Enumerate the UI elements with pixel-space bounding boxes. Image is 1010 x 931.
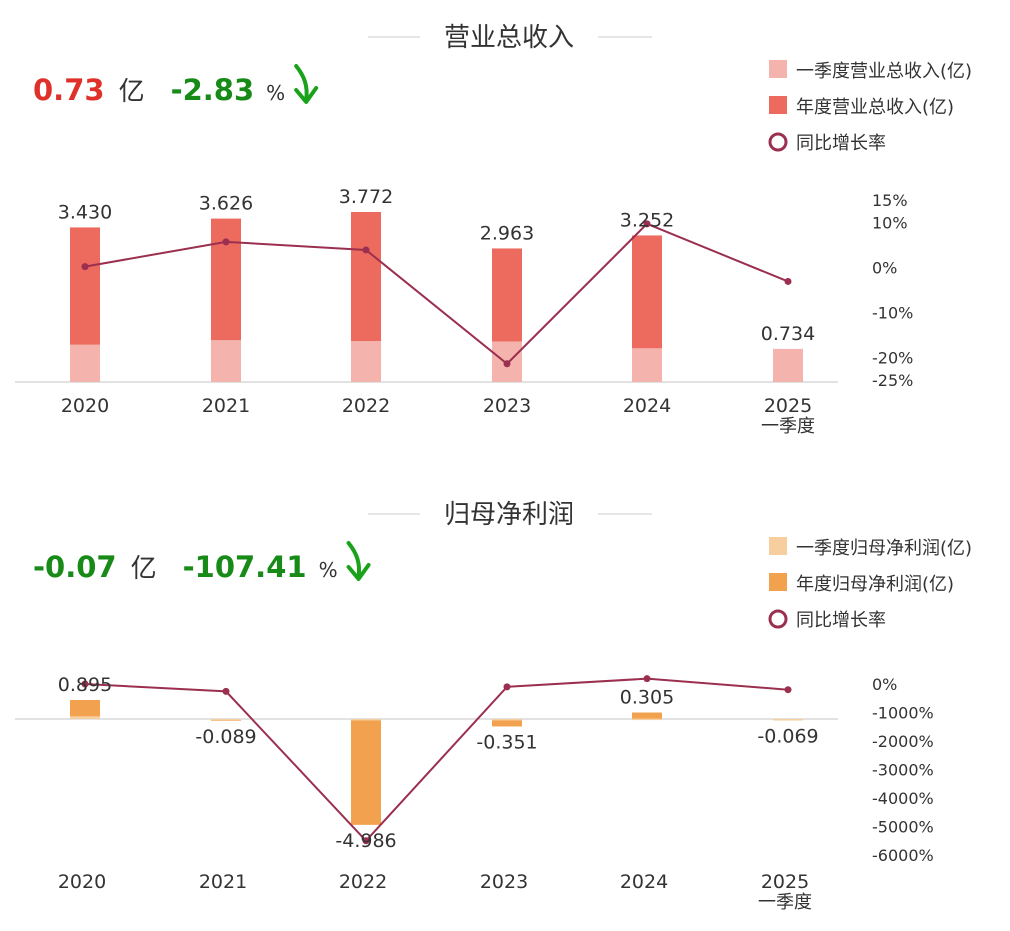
- bar-value-label: 0.305: [620, 687, 674, 709]
- growth-rate-point: [503, 683, 511, 691]
- x-axis-category-label: 2024: [623, 395, 671, 417]
- legend-line-marker: [768, 132, 788, 152]
- right-axis-tick-label: 15%: [872, 191, 908, 210]
- growth-rate-point: [503, 360, 511, 368]
- legend-label: 一季度归母净利润(亿): [796, 538, 972, 559]
- quarter-bar: [632, 718, 662, 721]
- bar-value-label: 3.772: [339, 186, 393, 208]
- growth-rate-point: [643, 675, 651, 683]
- bar-value-label: 0.734: [761, 323, 815, 345]
- growth-rate-point: [81, 680, 89, 688]
- right-axis-tick-label: -6000%: [872, 846, 934, 865]
- headline-value: -0.07: [33, 550, 117, 584]
- down-arrow-icon: [346, 541, 362, 579]
- bar-value-label: -0.351: [476, 731, 537, 753]
- x-axis-category-label: 2022: [339, 871, 387, 893]
- annual-bar: [351, 719, 381, 825]
- x-axis-category-label: 2021: [202, 395, 250, 417]
- legend-label: 年度营业总收入(亿): [796, 97, 954, 118]
- x-axis-category-label: 2022: [342, 395, 390, 417]
- quarter-bar: [632, 348, 662, 382]
- bar-value-label: -0.089: [195, 726, 256, 748]
- legend-swatch: [769, 96, 787, 114]
- right-axis-tick-label: -5000%: [872, 818, 934, 837]
- bar-value-label: -4.986: [335, 830, 396, 852]
- right-axis-tick-label: -25%: [872, 371, 913, 390]
- headline-unit: 亿: [119, 77, 145, 107]
- growth-rate-point: [784, 277, 792, 285]
- bar-value-label: 3.626: [199, 193, 253, 215]
- bar-value-label: 3.430: [58, 201, 112, 223]
- x-axis-category-label: 2020: [58, 871, 106, 893]
- right-axis-tick-label: 0%: [872, 259, 897, 278]
- quarter-bar: [492, 719, 522, 721]
- chart-title: 营业总收入: [444, 23, 574, 53]
- growth-rate-line: [84, 677, 789, 843]
- headline-change: -107.41: [183, 550, 307, 584]
- quarter-bar: [70, 344, 100, 382]
- headline-change: -2.83: [171, 73, 255, 107]
- bar-value-label: 0.895: [58, 674, 112, 696]
- growth-rate-point: [784, 686, 792, 694]
- bar-value-label: 2.963: [480, 222, 534, 244]
- legend-label: 同比增长率: [796, 610, 886, 631]
- x-axis-category-label: 2023: [480, 871, 528, 893]
- down-arrow-head-icon: [294, 86, 319, 104]
- right-axis-tick-label: -20%: [872, 349, 913, 368]
- quarter-bar: [351, 719, 381, 721]
- x-axis-category-label: 2024: [620, 871, 668, 893]
- right-axis-tick-label: 10%: [872, 214, 908, 233]
- annual-bar: [632, 712, 662, 719]
- growth-rate-point: [81, 263, 89, 271]
- bar-value-label: 3.252: [620, 209, 674, 231]
- right-axis-tick-label: -3000%: [872, 761, 934, 780]
- right-axis-tick-label: -10%: [872, 304, 913, 323]
- right-axis-tick-label: 0%: [872, 675, 897, 694]
- x-axis-category-label: 2025: [764, 395, 812, 417]
- annual-bar: [492, 719, 522, 727]
- growth-rate-point: [643, 220, 651, 228]
- legend-swatch: [769, 60, 787, 78]
- x-axis-category-label: 2023: [483, 395, 531, 417]
- quarter-bar: [773, 348, 803, 382]
- legend-label: 一季度营业总收入(亿): [796, 61, 972, 82]
- x-axis-category-label: 2025: [761, 871, 809, 893]
- headline-change-unit: %: [266, 81, 285, 105]
- quarter-bar: [351, 340, 381, 382]
- right-axis-tick-label: -1000%: [872, 704, 934, 723]
- right-axis-tick-label: -2000%: [872, 732, 934, 751]
- headline-value: 0.73: [33, 73, 105, 107]
- legend-swatch: [769, 573, 787, 591]
- bar-value-label: -0.069: [757, 725, 818, 747]
- x-axis-category-label: 2020: [61, 395, 109, 417]
- growth-rate-point: [222, 238, 230, 246]
- growth-rate-point: [222, 687, 230, 695]
- x-axis-category-label: 2021: [199, 871, 247, 893]
- quarter-bar: [773, 719, 803, 721]
- headline-unit: 亿: [131, 554, 157, 584]
- growth-rate-line: [84, 222, 789, 366]
- x-axis-category-sublabel: 一季度: [758, 892, 812, 913]
- down-arrow-icon: [294, 64, 309, 102]
- legend-swatch: [769, 537, 787, 555]
- growth-rate-point: [362, 246, 370, 254]
- quarter-bar: [70, 716, 100, 719]
- x-axis-category-sublabel: 一季度: [761, 416, 815, 437]
- chart-title: 归母净利润: [444, 500, 574, 530]
- legend-label: 同比增长率: [796, 133, 886, 154]
- annual-bar: [70, 700, 100, 719]
- legend-line-marker: [768, 609, 788, 629]
- legend-label: 年度归母净利润(亿): [796, 574, 954, 595]
- quarter-bar: [211, 719, 241, 721]
- down-arrow-head-icon: [346, 563, 371, 581]
- right-axis-tick-label: -4000%: [872, 789, 934, 808]
- growth-rate-point: [362, 837, 370, 845]
- quarter-bar: [211, 340, 241, 382]
- headline-change-unit: %: [319, 558, 338, 582]
